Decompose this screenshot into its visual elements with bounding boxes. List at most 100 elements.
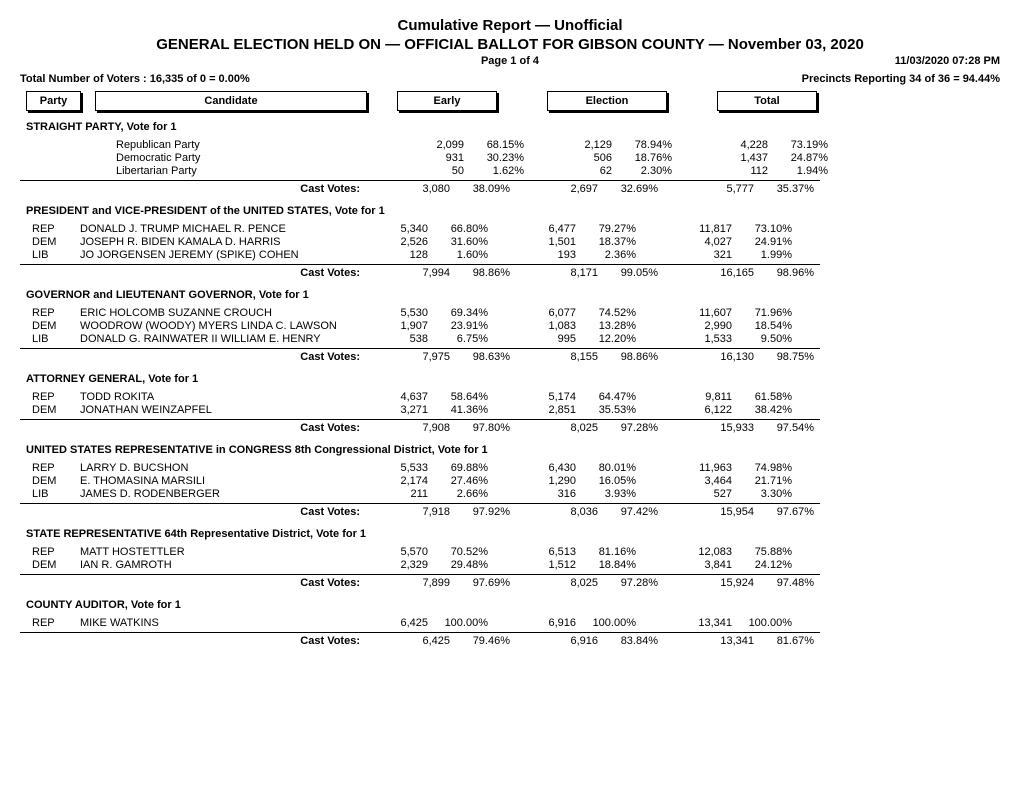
total-pct: 24.12% <box>732 559 792 571</box>
election-pct: 18.37% <box>576 236 636 248</box>
candidate-cell: MATT HOSTETTLER <box>80 546 368 558</box>
early-count: 538 <box>368 333 428 345</box>
early-pct: 6.75% <box>428 333 488 345</box>
candidate-cell: Cast Votes: <box>80 635 390 647</box>
election-count: 2,851 <box>516 404 576 416</box>
party-cell: REP <box>32 462 80 474</box>
total-count: 9,811 <box>672 391 732 403</box>
candidate-cell: Libertarian Party <box>80 165 404 177</box>
election-count: 1,501 <box>516 236 576 248</box>
candidate-cell: E. THOMASINA MARSILI <box>80 475 368 487</box>
early-pct: 68.15% <box>464 139 524 151</box>
early-count: 931 <box>404 152 464 164</box>
early-count: 2,526 <box>368 236 428 248</box>
page-info: Page 1 of 4 <box>220 55 800 67</box>
total-pct: 98.96% <box>754 267 814 279</box>
early-pct: 29.48% <box>428 559 488 571</box>
total-pct: 1.99% <box>732 249 792 261</box>
total-count: 11,817 <box>672 223 732 235</box>
results-container: STRAIGHT PARTY, Vote for 1Republican Par… <box>20 121 1000 647</box>
total-count: 15,933 <box>694 422 754 434</box>
total-count: 12,083 <box>672 546 732 558</box>
early-pct: 38.09% <box>450 183 510 195</box>
total-count: 16,165 <box>694 267 754 279</box>
total-pct: 61.58% <box>732 391 792 403</box>
total-pct: 98.75% <box>754 351 814 363</box>
report-title: Cumulative Report — Unofficial <box>20 17 1000 34</box>
early-pct: 70.52% <box>428 546 488 558</box>
cast-votes-row: Cast Votes:7,91897.92%8,03697.42%15,9549… <box>20 506 1000 518</box>
separator <box>20 503 820 504</box>
total-pct: 73.19% <box>768 139 828 151</box>
total-pct: 81.67% <box>754 635 814 647</box>
election-count: 6,916 <box>538 635 598 647</box>
candidate-cell: Cast Votes: <box>80 422 390 434</box>
candidate-cell: ERIC HOLCOMB SUZANNE CROUCH <box>80 307 368 319</box>
section-title: ATTORNEY GENERAL, Vote for 1 <box>26 373 1000 385</box>
election-count: 995 <box>516 333 576 345</box>
candidate-row: REPMIKE WATKINS6,425100.00%6,916100.00%1… <box>20 617 1000 629</box>
election-count: 6,077 <box>516 307 576 319</box>
early-count: 7,918 <box>390 506 450 518</box>
total-count: 5,777 <box>694 183 754 195</box>
election-count: 6,430 <box>516 462 576 474</box>
early-count: 5,570 <box>368 546 428 558</box>
election-pct: 18.84% <box>576 559 636 571</box>
candidate-cell: WOODROW (WOODY) MYERS LINDA C. LAWSON <box>80 320 368 332</box>
candidate-row: LIBJO JORGENSEN JEREMY (SPIKE) COHEN1281… <box>20 249 1000 261</box>
early-pct: 98.86% <box>450 267 510 279</box>
party-cell: LIB <box>32 333 80 345</box>
separator <box>20 574 820 575</box>
election-pct: 18.76% <box>612 152 672 164</box>
party-cell: DEM <box>32 475 80 487</box>
early-count: 7,908 <box>390 422 450 434</box>
early-count: 7,899 <box>390 577 450 589</box>
election-count: 506 <box>552 152 612 164</box>
candidate-row: Libertarian Party501.62%622.30%1121.94% <box>20 165 1000 177</box>
candidate-cell: Cast Votes: <box>80 183 390 195</box>
total-count: 3,841 <box>672 559 732 571</box>
candidate-cell: JO JORGENSEN JEREMY (SPIKE) COHEN <box>80 249 368 261</box>
total-pct: 75.88% <box>732 546 792 558</box>
timestamp: 11/03/2020 07:28 PM <box>800 55 1000 67</box>
election-count: 316 <box>516 488 576 500</box>
candidate-cell: IAN R. GAMROTH <box>80 559 368 571</box>
election-pct: 16.05% <box>576 475 636 487</box>
candidate-row: DEMIAN R. GAMROTH2,32929.48%1,51218.84%3… <box>20 559 1000 571</box>
party-cell: DEM <box>32 320 80 332</box>
election-count: 8,025 <box>538 422 598 434</box>
total-count: 11,963 <box>672 462 732 474</box>
candidate-cell: DONALD J. TRUMP MICHAEL R. PENCE <box>80 223 368 235</box>
election-pct: 64.47% <box>576 391 636 403</box>
election-pct: 2.36% <box>576 249 636 261</box>
separator <box>20 180 820 181</box>
cast-votes-row: Cast Votes:7,90897.80%8,02597.28%15,9339… <box>20 422 1000 434</box>
candidate-cell: Cast Votes: <box>80 267 390 279</box>
col-party: Party <box>26 91 81 111</box>
total-count: 112 <box>708 165 768 177</box>
candidate-row: DEMJONATHAN WEINZAPFEL3,27141.36%2,85135… <box>20 404 1000 416</box>
total-count: 15,954 <box>694 506 754 518</box>
candidate-cell: Republican Party <box>80 139 404 151</box>
total-pct: 74.98% <box>732 462 792 474</box>
candidate-row: Republican Party2,09968.15%2,12978.94%4,… <box>20 139 1000 151</box>
election-count: 2,129 <box>552 139 612 151</box>
election-count: 8,155 <box>538 351 598 363</box>
early-pct: 1.60% <box>428 249 488 261</box>
total-count: 3,464 <box>672 475 732 487</box>
section-title: PRESIDENT and VICE-PRESIDENT of the UNIT… <box>26 205 1000 217</box>
early-pct: 97.80% <box>450 422 510 434</box>
total-count: 2,990 <box>672 320 732 332</box>
total-pct: 97.48% <box>754 577 814 589</box>
party-cell: DEM <box>32 236 80 248</box>
election-count: 193 <box>516 249 576 261</box>
candidate-cell: LARRY D. BUCSHON <box>80 462 368 474</box>
candidate-row: REPMATT HOSTETTLER5,57070.52%6,51381.16%… <box>20 546 1000 558</box>
party-cell: REP <box>32 307 80 319</box>
early-count: 7,975 <box>390 351 450 363</box>
column-headers: Party Candidate Early Election Total <box>20 91 1000 111</box>
candidate-cell: MIKE WATKINS <box>80 617 368 629</box>
total-count: 11,607 <box>672 307 732 319</box>
election-pct: 97.28% <box>598 577 658 589</box>
candidate-row: REPLARRY D. BUCSHON5,53369.88%6,43080.01… <box>20 462 1000 474</box>
